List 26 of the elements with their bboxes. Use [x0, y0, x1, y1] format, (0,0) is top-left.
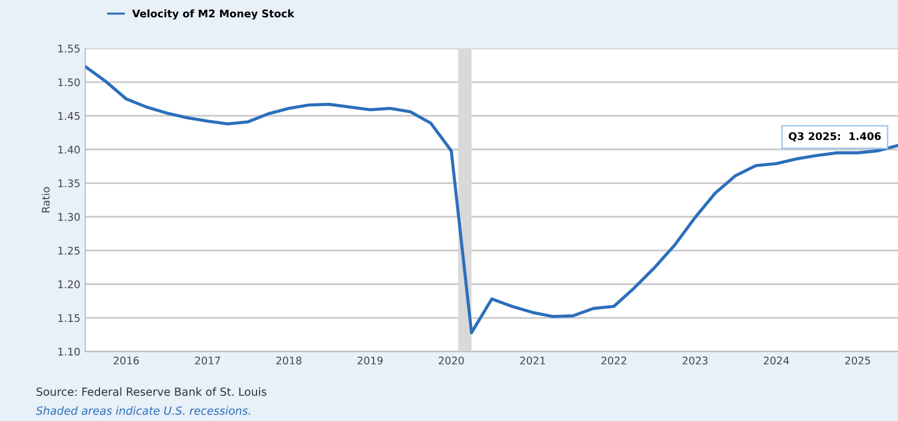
y-tick-label: 1.40 [58, 146, 80, 154]
y-tick-label: 1.15 [58, 314, 80, 322]
y-axis-title: Ratio [42, 187, 50, 212]
y-tick-label: 1.25 [58, 246, 80, 255]
y-tick-label: 1.20 [58, 280, 80, 288]
annotation: Q3 2025: 1.406 [788, 132, 881, 142]
y-tick-label: 1.30 [58, 213, 80, 221]
legend-label: Velocity of M2 Money Stock [132, 9, 294, 20]
x-tick-label: 2021 [520, 356, 545, 364]
text: Shaded areas indicate U.S. recessions. [36, 406, 250, 415]
x-tick-label: 2016 [114, 356, 139, 364]
y-tick-label: 1.10 [58, 348, 80, 356]
y-tick-label: 1.50 [58, 78, 80, 86]
x-tick-label: 2023 [682, 356, 708, 364]
x-tick-label: 2025 [845, 356, 870, 364]
y-tick-label: 1.35 [58, 179, 80, 188]
x-tick-label: 2022 [601, 356, 626, 364]
y-tick-label: 1.55 [58, 44, 80, 53]
x-tick-label: 2024 [764, 356, 789, 364]
x-tick-label: 2018 [276, 356, 302, 364]
line-series [85, 65, 898, 334]
source-note: Source: Federal Reserve Bank of St. Louis [36, 387, 266, 396]
x-tick-label: 2020 [438, 356, 464, 364]
x-tick-label: 2019 [358, 356, 383, 364]
x-tick-label: 2017 [195, 356, 220, 364]
y-tick-label: 1.45 [58, 112, 80, 120]
